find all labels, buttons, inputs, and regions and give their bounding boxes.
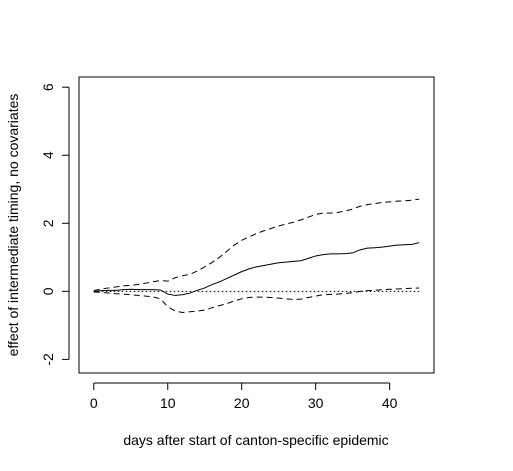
y-tick-label: 6 bbox=[40, 83, 56, 91]
x-axis: 0 10 20 30 40 bbox=[90, 382, 398, 411]
y-tick-label: 2 bbox=[40, 219, 56, 227]
y-axis-label: effect of intermediate timing, no covari… bbox=[5, 94, 21, 357]
x-tick-label: 40 bbox=[382, 395, 398, 411]
y-axis: -2 0 2 4 6 bbox=[40, 83, 70, 366]
upper-bound-line bbox=[93, 198, 420, 292]
x-tick-label: 30 bbox=[308, 395, 324, 411]
x-tick-label: 10 bbox=[160, 395, 176, 411]
x-axis-label: days after start of canton-specific epid… bbox=[123, 432, 388, 448]
estimate-line bbox=[93, 242, 420, 296]
lower-bound-line bbox=[93, 287, 420, 313]
y-tick-label: 4 bbox=[40, 151, 56, 159]
y-tick-label: -2 bbox=[40, 353, 56, 366]
x-tick-label: 0 bbox=[90, 395, 98, 411]
plot-frame bbox=[78, 76, 435, 374]
series-layer bbox=[93, 198, 420, 313]
x-tick-label: 20 bbox=[234, 395, 250, 411]
y-tick-label: 0 bbox=[40, 287, 56, 295]
